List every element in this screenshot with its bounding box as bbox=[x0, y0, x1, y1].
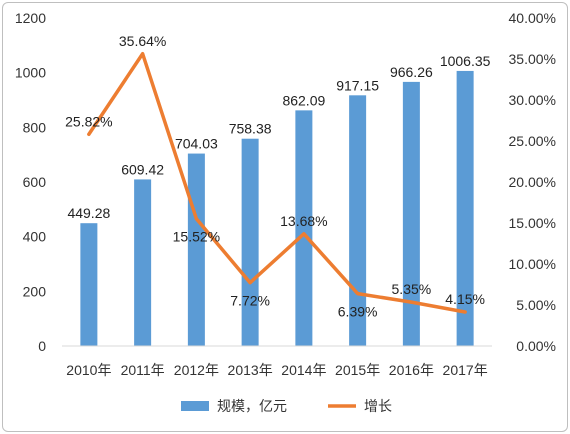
growth-value-label: 7.72% bbox=[230, 293, 270, 309]
bar-value-label: 917.15 bbox=[336, 77, 379, 93]
right-tick-label: 30.00% bbox=[509, 92, 556, 108]
bar bbox=[241, 138, 259, 346]
growth-value-label: 5.35% bbox=[392, 281, 432, 297]
bar bbox=[456, 70, 474, 346]
growth-value-label: 25.82% bbox=[65, 113, 112, 129]
left-tick-label: 200 bbox=[23, 283, 47, 299]
growth-line bbox=[87, 52, 467, 314]
bar-value-label: 862.09 bbox=[282, 92, 325, 108]
x-tick-label: 2010年 bbox=[66, 362, 111, 378]
right-tick-label: 35.00% bbox=[509, 51, 556, 67]
growth-point bbox=[194, 217, 198, 221]
right-tick-label: 40.00% bbox=[509, 10, 556, 26]
legend: 规模，亿元 增长 bbox=[181, 398, 392, 414]
left-tick-label: 1200 bbox=[15, 10, 46, 26]
growth-value-label: 13.68% bbox=[280, 213, 327, 229]
line-data-labels: 25.82% 35.64% 15.52% 7.72% 13.68% 6.39% 5.35% 4… bbox=[65, 33, 485, 320]
growth-value-label: 6.39% bbox=[338, 304, 378, 320]
right-tick-label: 10.00% bbox=[509, 256, 556, 272]
growth-point bbox=[141, 52, 145, 56]
bar-value-label: 1006.35 bbox=[440, 53, 491, 69]
right-tick-label: 15.00% bbox=[509, 215, 556, 231]
bar bbox=[295, 110, 313, 347]
x-tick-label: 2015年 bbox=[335, 362, 380, 378]
legend-label-bar: 规模，亿元 bbox=[217, 398, 287, 414]
growth-point bbox=[302, 232, 306, 236]
right-tick-label: 20.00% bbox=[509, 174, 556, 190]
bar-value-label: 758.38 bbox=[229, 121, 272, 137]
legend-label-line: 增长 bbox=[364, 398, 392, 414]
right-tick-label: 5.00% bbox=[516, 297, 556, 313]
bar bbox=[187, 153, 205, 346]
x-tick-label: 2012年 bbox=[174, 362, 219, 378]
growth-point bbox=[87, 132, 91, 136]
bar-value-label: 966.26 bbox=[390, 64, 433, 80]
left-tick-label: 600 bbox=[23, 174, 47, 190]
bar bbox=[349, 95, 367, 346]
bar-value-label: 609.42 bbox=[121, 161, 164, 177]
right-tick-label: 0.00% bbox=[516, 338, 556, 354]
legend-swatch-bar bbox=[181, 401, 209, 411]
bar bbox=[80, 223, 98, 346]
growth-point bbox=[463, 310, 467, 314]
left-axis: 0 200 400 600 800 1000 1200 bbox=[15, 10, 46, 354]
x-axis: 2010年 2011年 2012年 2013年 2014年 2015年 2016年 2017年 bbox=[66, 362, 487, 378]
growth-point bbox=[248, 281, 252, 285]
growth-point bbox=[409, 300, 413, 304]
x-tick-label: 2013年 bbox=[228, 362, 273, 378]
bar-data-labels: 449.28 609.42 704.03 758.38 862.09 917.15 966.… bbox=[67, 53, 490, 221]
line-series bbox=[87, 52, 467, 314]
x-tick-label: 2016年 bbox=[389, 362, 434, 378]
bar bbox=[402, 81, 420, 347]
left-tick-label: 0 bbox=[38, 338, 46, 354]
left-tick-label: 400 bbox=[23, 229, 47, 245]
right-tick-label: 25.00% bbox=[509, 133, 556, 149]
x-tick-label: 2017年 bbox=[443, 362, 488, 378]
bar bbox=[134, 179, 152, 346]
growth-value-label: 15.52% bbox=[173, 229, 220, 245]
right-axis: 0.00% 5.00% 10.00% 15.00% 20.00% 25.00% 30.00%… bbox=[509, 10, 556, 354]
x-tick-label: 2014年 bbox=[281, 362, 326, 378]
growth-value-label: 4.15% bbox=[445, 291, 485, 307]
left-tick-label: 800 bbox=[23, 119, 47, 135]
bar-value-label: 704.03 bbox=[175, 136, 218, 152]
bar-series bbox=[80, 70, 474, 347]
growth-value-label: 35.64% bbox=[119, 33, 166, 49]
growth-point bbox=[356, 292, 360, 296]
bar-value-label: 449.28 bbox=[67, 205, 110, 221]
x-tick-label: 2011年 bbox=[121, 362, 165, 378]
left-tick-label: 1000 bbox=[15, 65, 46, 81]
